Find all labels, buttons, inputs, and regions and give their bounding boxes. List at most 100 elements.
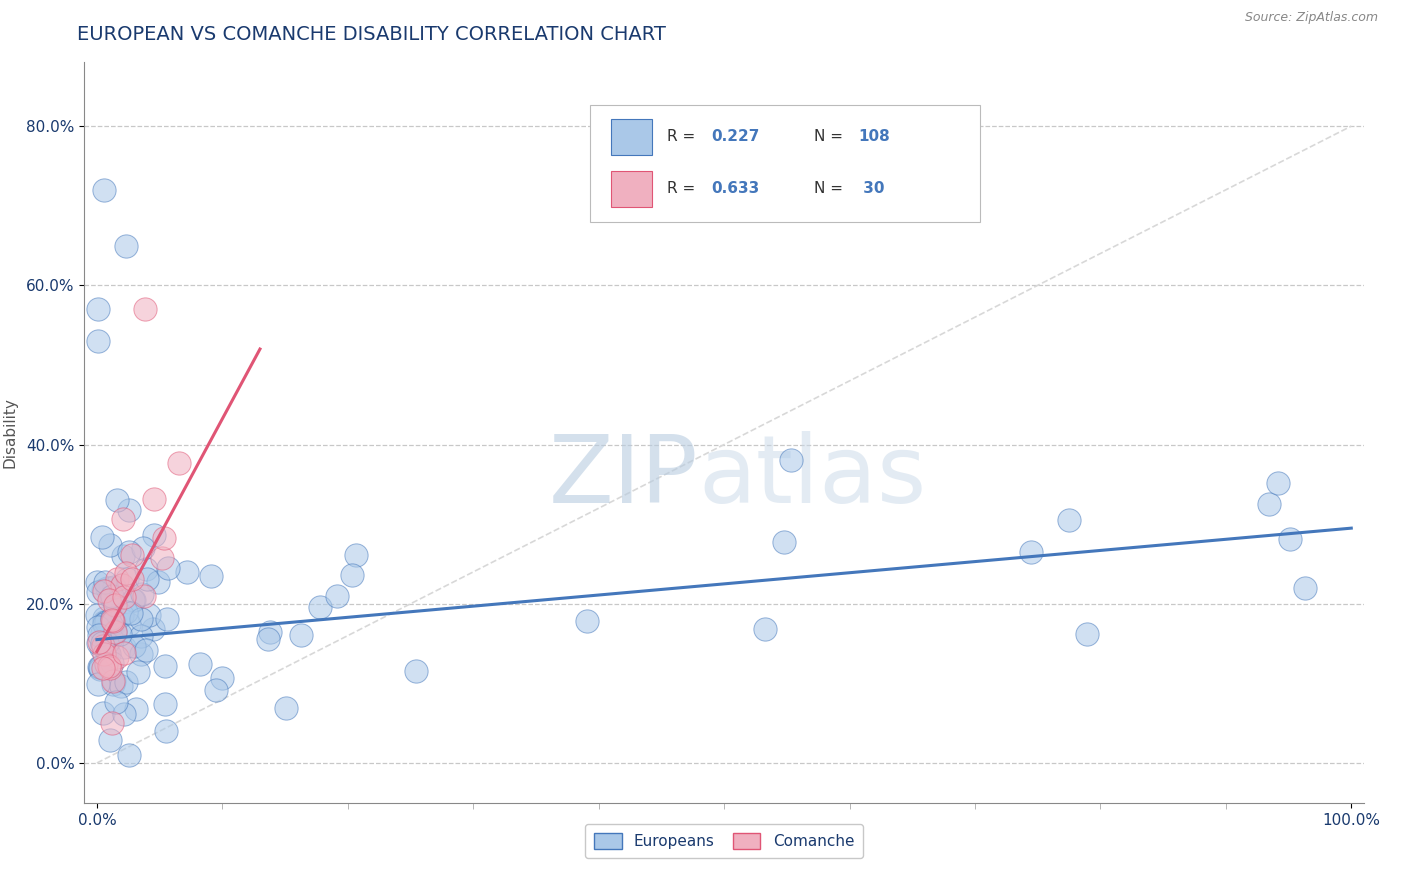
Point — [90, 626, 112, 640]
Point — [131, 587, 153, 601]
Point — [100, 716, 122, 731]
Point — [104, 599, 127, 613]
Point — [87, 636, 110, 650]
Point — [118, 503, 141, 517]
Point — [96, 636, 118, 650]
Point — [101, 613, 124, 627]
Point — [100, 590, 122, 604]
FancyBboxPatch shape — [612, 120, 652, 155]
Point — [93, 647, 115, 661]
Point — [90, 641, 112, 656]
Y-axis label: Disability: Disability — [3, 397, 18, 468]
Point — [118, 616, 141, 631]
Point — [117, 545, 139, 559]
Point — [103, 581, 125, 595]
Point — [110, 679, 132, 693]
Point — [344, 548, 367, 562]
Text: N =: N = — [814, 181, 848, 196]
Point — [96, 645, 118, 659]
Point — [91, 706, 114, 721]
Point — [112, 512, 135, 526]
Point — [129, 629, 152, 643]
Point — [97, 592, 120, 607]
Point — [93, 183, 115, 197]
Text: 30: 30 — [859, 181, 884, 196]
Point — [121, 593, 143, 607]
Point — [115, 573, 138, 587]
Text: 0.633: 0.633 — [711, 181, 759, 196]
Point — [112, 549, 135, 563]
Point — [754, 622, 776, 636]
Point — [87, 585, 110, 599]
Point — [118, 747, 141, 762]
Point — [89, 660, 111, 674]
Point — [326, 589, 349, 603]
Point — [156, 612, 179, 626]
Point — [274, 700, 297, 714]
Text: Source: ZipAtlas.com: Source: ZipAtlas.com — [1244, 11, 1378, 24]
Point — [1258, 497, 1281, 511]
Point — [101, 615, 124, 630]
Point — [93, 584, 115, 599]
Point — [86, 574, 108, 589]
Point — [90, 530, 112, 544]
Point — [101, 614, 124, 628]
Point — [96, 581, 118, 595]
Point — [135, 561, 157, 575]
Point — [121, 572, 143, 586]
Point — [153, 659, 176, 673]
Point — [138, 607, 160, 622]
Point — [1076, 627, 1098, 641]
Point — [98, 647, 121, 661]
Text: 108: 108 — [859, 129, 890, 144]
Point — [143, 528, 166, 542]
Point — [575, 614, 598, 628]
Point — [93, 615, 115, 629]
Point — [96, 615, 118, 630]
Point — [135, 572, 157, 586]
Point — [98, 631, 121, 645]
Text: R =: R = — [666, 181, 700, 196]
Point — [97, 659, 120, 673]
Point — [101, 611, 124, 625]
Point — [134, 302, 156, 317]
Text: N =: N = — [814, 129, 848, 144]
Point — [104, 615, 127, 630]
Point — [112, 640, 135, 655]
Point — [153, 698, 176, 712]
Point — [87, 334, 110, 348]
Point — [87, 677, 110, 691]
Point — [100, 632, 122, 646]
Point — [124, 640, 146, 654]
Point — [93, 611, 115, 625]
Point — [780, 453, 803, 467]
Point — [121, 548, 143, 562]
Point — [1294, 582, 1316, 596]
Point — [1267, 476, 1289, 491]
Text: R =: R = — [666, 129, 700, 144]
Point — [103, 674, 125, 689]
Point — [257, 632, 280, 646]
Point — [176, 566, 198, 580]
Point — [129, 647, 152, 661]
Point — [98, 581, 121, 595]
Point — [259, 624, 281, 639]
Point — [122, 593, 145, 607]
Point — [86, 608, 108, 623]
Point — [405, 665, 427, 679]
Point — [188, 657, 211, 672]
Point — [110, 627, 132, 641]
Point — [132, 590, 155, 604]
Text: 0.227: 0.227 — [711, 129, 759, 144]
Point — [91, 636, 114, 650]
Point — [101, 589, 124, 603]
Point — [127, 665, 149, 680]
Point — [772, 535, 794, 549]
Point — [87, 620, 110, 634]
Point — [101, 677, 124, 691]
Point — [290, 628, 312, 642]
Point — [129, 612, 152, 626]
Point — [89, 659, 111, 673]
Point — [87, 302, 110, 317]
Point — [211, 671, 233, 685]
